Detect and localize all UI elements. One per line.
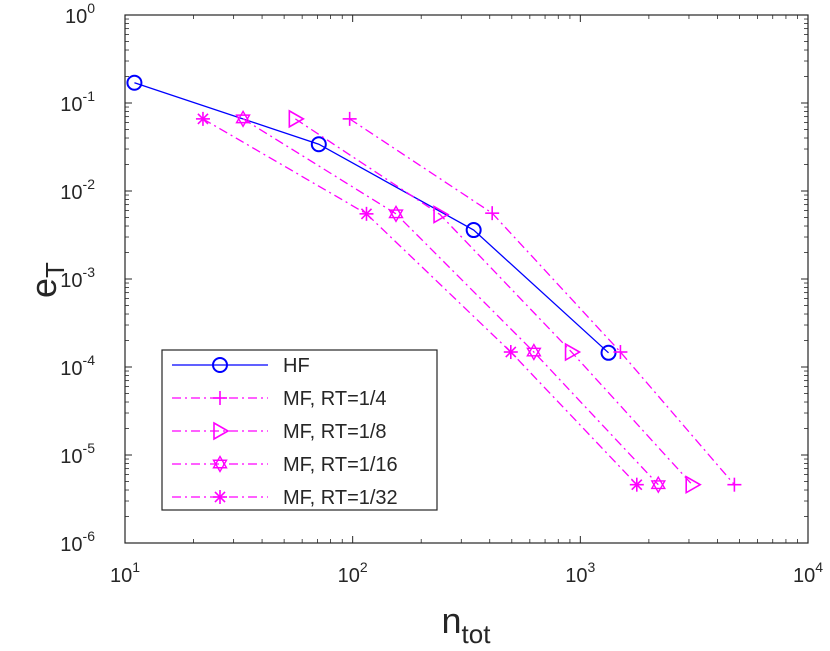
x-tick-label: 103 — [565, 559, 595, 587]
data-point — [613, 345, 628, 360]
legend-entry: MF, RT=1/32 — [172, 487, 398, 509]
data-point — [685, 475, 702, 495]
y-tick-label: 10-6 — [60, 528, 95, 556]
legend: HF MF, RT=1/4 MF, RT=1/8 MF, RT=1/16 MF, RT=… — [161, 349, 438, 511]
data-point — [485, 206, 500, 221]
x-tick-label: 104 — [793, 559, 823, 587]
data-point — [650, 475, 667, 494]
legend-entry: MF, RT=1/16 — [172, 454, 398, 476]
series-line — [202, 118, 638, 486]
x-axis-label-main: n — [442, 600, 462, 641]
legend-entry: MF, RT=1/8 — [172, 421, 387, 443]
legend-box — [161, 349, 438, 511]
legend-label: MF, RT=1/32 — [283, 487, 398, 509]
series-layer — [126, 74, 742, 495]
legend-marker — [212, 357, 228, 373]
legend-label: MF, RT=1/16 — [283, 454, 398, 476]
x-tick-label: 102 — [338, 559, 368, 587]
x-tick-label: 101 — [110, 559, 140, 587]
data-point — [195, 111, 210, 126]
data-point — [235, 109, 251, 128]
series-line — [134, 82, 609, 354]
y-axis-label-sub: T — [40, 262, 70, 278]
axis-labels: eT ntot — [23, 262, 491, 649]
y-axis-label-main: e — [23, 278, 64, 298]
ticks-layer: 101 102 103 104 100 10-1 10-2 10-3 10-4 10-5 10-6 — [60, 0, 823, 587]
data-point — [359, 206, 374, 221]
data-point — [388, 204, 404, 223]
y-tick-label: 10-4 — [60, 352, 95, 380]
data-point — [433, 205, 450, 224]
y-axis-label: eT — [23, 262, 70, 298]
legend-entry: MF, RT=1/4 — [172, 388, 387, 410]
legend-marker — [213, 391, 227, 405]
series-2 — [342, 111, 742, 492]
legend-label: HF — [283, 355, 310, 377]
legend-label: MF, RT=1/8 — [283, 421, 387, 443]
series-line — [294, 118, 693, 486]
y-tick-label: 10-3 — [60, 264, 95, 292]
data-point — [342, 111, 357, 126]
data-point — [126, 74, 143, 91]
series-4 — [235, 109, 667, 494]
x-axis-label: ntot — [442, 600, 492, 649]
x-axis-label-sub: tot — [462, 619, 492, 649]
data-point — [629, 477, 644, 492]
series-5 — [195, 111, 644, 492]
data-point — [310, 136, 327, 153]
y-tick-label: 10-5 — [60, 440, 95, 468]
y-tick-label: 100 — [65, 0, 95, 28]
legend-marker — [212, 455, 228, 473]
data-point — [503, 345, 518, 360]
y-tick-label: 10-2 — [60, 176, 95, 204]
series-3 — [288, 109, 702, 495]
data-point — [465, 222, 482, 239]
legend-marker — [213, 490, 227, 504]
legend-entry: HF — [172, 355, 310, 377]
data-point — [526, 343, 542, 361]
y-tick-label: 10-1 — [60, 88, 95, 116]
data-point — [288, 109, 305, 129]
legend-marker — [213, 421, 230, 441]
series-line — [242, 118, 659, 486]
legend-label: MF, RT=1/4 — [283, 388, 387, 410]
data-point — [564, 342, 582, 362]
data-point — [727, 477, 742, 492]
